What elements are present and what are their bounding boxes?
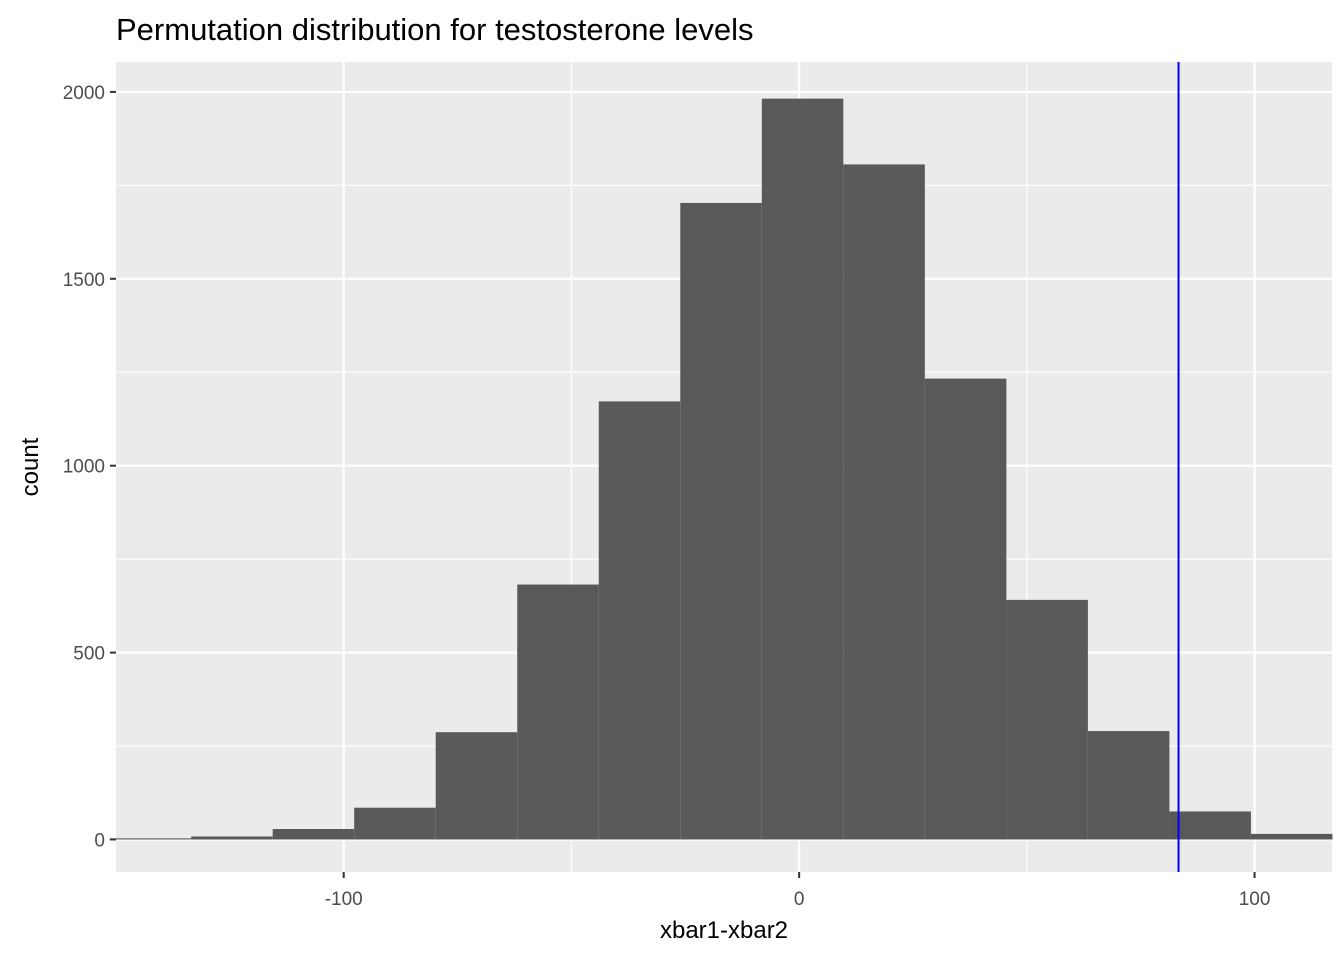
x-tick-label: -100	[325, 889, 363, 910]
x-tick-label: 0	[794, 889, 805, 910]
x-axis: -100 0 100	[325, 872, 1271, 910]
y-tick-label: 1500	[63, 270, 105, 291]
histogram-bar	[1250, 833, 1333, 840]
y-tick-label: 500	[73, 644, 105, 665]
histogram-bar	[1169, 811, 1251, 840]
histogram-bar	[354, 807, 436, 840]
y-tick-label: 0	[94, 830, 105, 851]
histogram-bar	[191, 836, 273, 840]
histogram-bar	[924, 378, 1007, 840]
histogram-bar	[1006, 599, 1088, 840]
x-axis-title: xbar1-xbar2	[660, 917, 788, 944]
histogram-bar	[435, 732, 518, 840]
histogram-bar	[272, 829, 355, 840]
y-tick-label: 1000	[63, 457, 105, 478]
histogram-bars	[109, 98, 1333, 840]
histogram-bar	[598, 401, 681, 840]
y-axis-title: count	[17, 437, 44, 496]
histogram-bar	[761, 98, 844, 840]
histogram-bar	[1087, 731, 1170, 840]
histogram-bar	[843, 164, 925, 840]
y-tick-label: 2000	[63, 83, 105, 104]
x-tick-label: 100	[1239, 889, 1271, 910]
histogram-bar	[109, 838, 192, 840]
histogram-bar	[680, 202, 762, 840]
histogram-bar	[517, 584, 599, 840]
chart-title: Permutation distribution for testosteron…	[116, 12, 754, 47]
y-axis: 0 500 1000 1500 2000	[63, 83, 116, 851]
